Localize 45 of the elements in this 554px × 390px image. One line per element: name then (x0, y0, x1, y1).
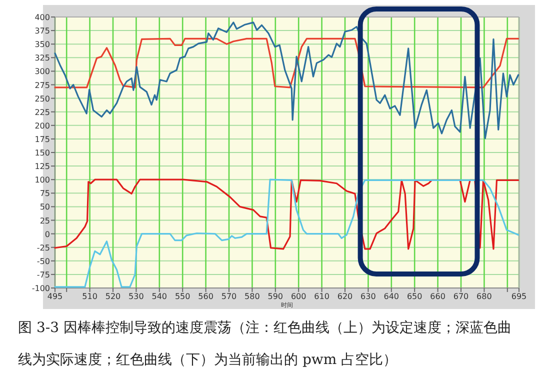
y-tick-label: 75 (40, 189, 50, 198)
x-tick-label: 520 (105, 292, 121, 301)
x-tick-label: 620 (337, 292, 353, 301)
caption: 图 3-3 因棒棒控制导致的速度震荡（注：红色曲线（上）为设定速度；深蓝色曲线为实际速度；红色曲线（下）为当前输出的 pwm 占空比） (18, 319, 512, 370)
x-tick-label: 510 (82, 292, 98, 301)
y-tick-label: 325 (34, 54, 50, 63)
y-tick-label: 150 (34, 148, 50, 158)
line-series (54, 22, 520, 140)
x-tick-label: 695 (511, 292, 527, 301)
x-tick-label: 495 (47, 292, 63, 301)
x-tick-label: 560 (198, 292, 214, 301)
y-tick-label: 125 (34, 162, 50, 172)
y-tick-label: 200 (34, 121, 50, 130)
y-tick-label: 0 (44, 230, 50, 239)
y-tick-label: 300 (34, 67, 50, 76)
y-tick-label: 250 (34, 94, 50, 104)
y-tick-label: 25 (40, 216, 50, 226)
y-tick-label: 400 (34, 13, 50, 22)
y-tick-label: -100 (32, 284, 50, 293)
y-tick-label: 100 (34, 176, 50, 185)
x-tick-label: 600 (290, 292, 306, 301)
y-tick-label: -75 (36, 270, 50, 280)
y-tick-label: 50 (40, 202, 50, 212)
line-series (54, 178, 520, 250)
x-tick-label: 530 (128, 292, 144, 301)
x-tick-label: 660 (430, 292, 446, 301)
x-tick-label: 650 (406, 292, 422, 301)
x-tick-label: 610 (314, 292, 330, 301)
y-tick-label: 275 (34, 80, 50, 90)
x-tick-label: 680 (476, 292, 492, 301)
y-tick-label: 175 (34, 134, 50, 144)
x-tick-label: 540 (152, 292, 168, 301)
y-tick-label: 375 (34, 26, 50, 36)
x-tick-label: 550 (174, 292, 190, 301)
x-tick-label: 590 (268, 292, 284, 301)
y-tick-label: 225 (34, 108, 50, 117)
line-series (54, 38, 520, 88)
y-tick-label: -25 (36, 243, 50, 252)
y-tick-label: 350 (34, 40, 50, 50)
x-tick-label: 580 (244, 292, 260, 301)
x-tick-label: 670 (453, 292, 469, 301)
x-tick-label: 640 (384, 292, 400, 301)
y-tick-label: -50 (36, 256, 50, 266)
x-tick-label: 630 (360, 292, 376, 301)
x-tick-label: 570 (221, 292, 237, 301)
